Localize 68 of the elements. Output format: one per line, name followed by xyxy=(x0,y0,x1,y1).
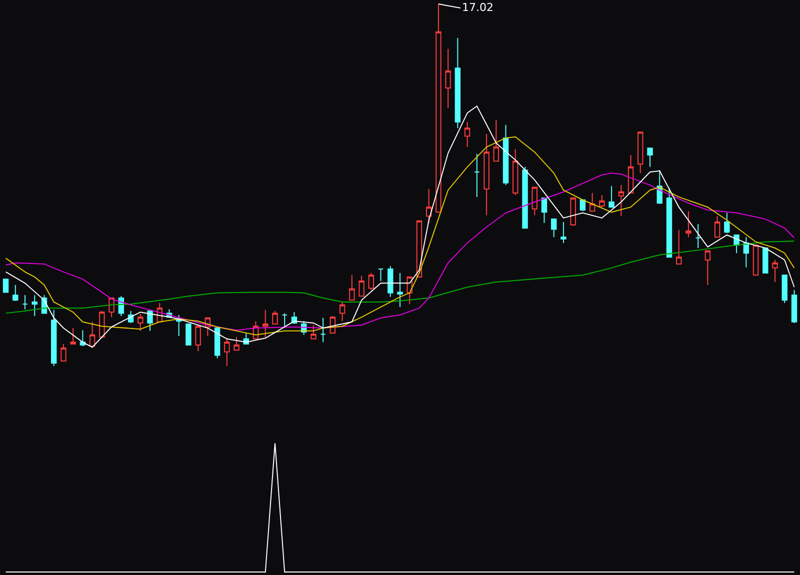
candlestick xyxy=(310,324,316,340)
candlestick xyxy=(512,148,518,196)
candlestick xyxy=(2,278,9,293)
candlestick xyxy=(70,328,76,344)
candlestick xyxy=(234,336,240,351)
candlestick xyxy=(262,309,268,338)
candlestick xyxy=(502,124,509,186)
candlestick xyxy=(378,268,384,282)
candlestick xyxy=(397,272,403,308)
candlestick xyxy=(656,170,662,204)
candlestick xyxy=(176,314,182,336)
candlestick xyxy=(99,310,105,338)
candlestick xyxy=(195,326,201,352)
candlestick xyxy=(522,166,528,229)
candlestick xyxy=(388,266,394,298)
candlestick xyxy=(224,338,230,367)
candlestick xyxy=(724,212,730,234)
candlestick xyxy=(272,310,278,325)
candlestick xyxy=(743,236,750,268)
candlestick xyxy=(368,272,374,291)
candlestick xyxy=(550,218,557,238)
candlestick xyxy=(762,248,768,274)
candlestick xyxy=(532,186,538,216)
candlestick xyxy=(714,216,720,238)
candlestick xyxy=(676,229,682,264)
candlestick xyxy=(339,301,346,322)
candlestick xyxy=(445,48,451,108)
candlestick xyxy=(320,317,326,343)
candlestick xyxy=(666,187,672,258)
candlestick xyxy=(628,154,634,194)
candlestick xyxy=(147,309,153,332)
candlestick xyxy=(186,324,192,346)
candlestick xyxy=(484,133,490,216)
candlestick xyxy=(541,198,548,224)
candlestick xyxy=(618,184,624,217)
candlestick xyxy=(772,259,778,283)
candlestick xyxy=(12,284,18,302)
candlestick xyxy=(686,210,692,238)
candlestick xyxy=(426,188,432,224)
candlestick xyxy=(695,224,701,249)
candlestick xyxy=(282,312,288,327)
candlestick xyxy=(570,198,576,226)
candlestick xyxy=(349,274,355,301)
candlestick xyxy=(358,275,364,297)
candlestick xyxy=(560,221,566,244)
candlestick xyxy=(50,309,57,367)
candlestick xyxy=(32,294,38,317)
candlestick xyxy=(589,192,596,212)
candlestick xyxy=(60,343,66,362)
candlestick xyxy=(138,313,144,332)
candlestick xyxy=(464,122,470,148)
candlestick xyxy=(493,119,500,162)
candlestick xyxy=(214,328,220,359)
candlestick xyxy=(436,3,442,213)
candlestick xyxy=(474,153,480,198)
candlestick xyxy=(752,244,759,276)
candlestick xyxy=(791,290,798,324)
annotation: 17.02 xyxy=(462,1,494,14)
candlestick xyxy=(599,194,605,208)
candlestick xyxy=(647,148,653,168)
candlestick xyxy=(782,274,788,304)
candlestick xyxy=(704,250,711,286)
candlestick xyxy=(608,186,614,208)
candlestick xyxy=(80,330,86,347)
candlestick xyxy=(89,321,96,347)
candlestick xyxy=(638,132,644,174)
candlestick xyxy=(454,38,461,129)
candlestick xyxy=(22,294,28,310)
